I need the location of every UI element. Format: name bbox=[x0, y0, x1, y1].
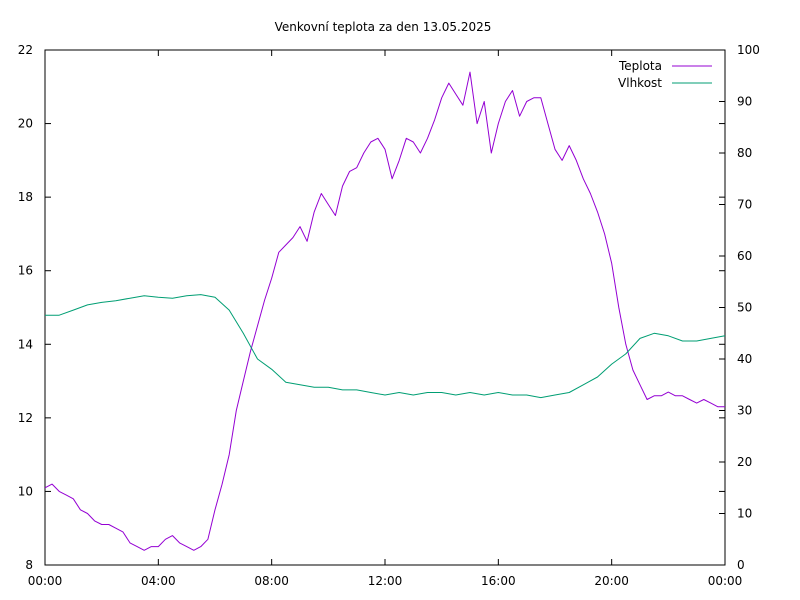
x-tick-label: 16:00 bbox=[481, 574, 516, 588]
y-tick-label: 12 bbox=[18, 411, 33, 425]
y2-tick-label: 10 bbox=[737, 507, 752, 521]
y2-tick-label: 60 bbox=[737, 249, 752, 263]
y-tick-label: 18 bbox=[18, 190, 33, 204]
y2-tick-label: 0 bbox=[737, 558, 745, 572]
legend-label-teplota: Teplota bbox=[618, 59, 662, 73]
legend: Teplota Vlhkost bbox=[618, 59, 712, 90]
x-tick-label: 12:00 bbox=[368, 574, 403, 588]
y-tick-label: 14 bbox=[18, 337, 33, 351]
y-tick-label: 16 bbox=[18, 264, 33, 278]
y2-tick-label: 100 bbox=[737, 43, 760, 57]
y-tick-label: 10 bbox=[18, 484, 33, 498]
y2-tick-label: 40 bbox=[737, 352, 752, 366]
y2-tick-label: 70 bbox=[737, 198, 752, 212]
x-tick-label: 20:00 bbox=[594, 574, 629, 588]
y-tick-label: 22 bbox=[18, 43, 33, 57]
y-tick-label: 8 bbox=[25, 558, 33, 572]
y2-tick-label: 90 bbox=[737, 95, 752, 109]
x-tick-label: 08:00 bbox=[254, 574, 289, 588]
y2-tick-label: 20 bbox=[737, 455, 752, 469]
x-tick-label: 00:00 bbox=[708, 574, 743, 588]
y2-tick-label: 80 bbox=[737, 146, 752, 160]
series-line-teplota bbox=[44, 71, 725, 551]
x-tick-label: 04:00 bbox=[141, 574, 176, 588]
y2-tick-label: 30 bbox=[737, 404, 752, 418]
series-line-vlhkost bbox=[45, 294, 726, 399]
x-tick-label: 00:00 bbox=[28, 574, 63, 588]
chart-title: Venkovní teplota za den 13.05.2025 bbox=[275, 20, 492, 34]
y-tick-label: 20 bbox=[18, 117, 33, 131]
y2-tick-label: 50 bbox=[737, 301, 752, 315]
plot-frame bbox=[44, 49, 726, 566]
legend-label-vlhkost: Vlhkost bbox=[618, 76, 662, 90]
